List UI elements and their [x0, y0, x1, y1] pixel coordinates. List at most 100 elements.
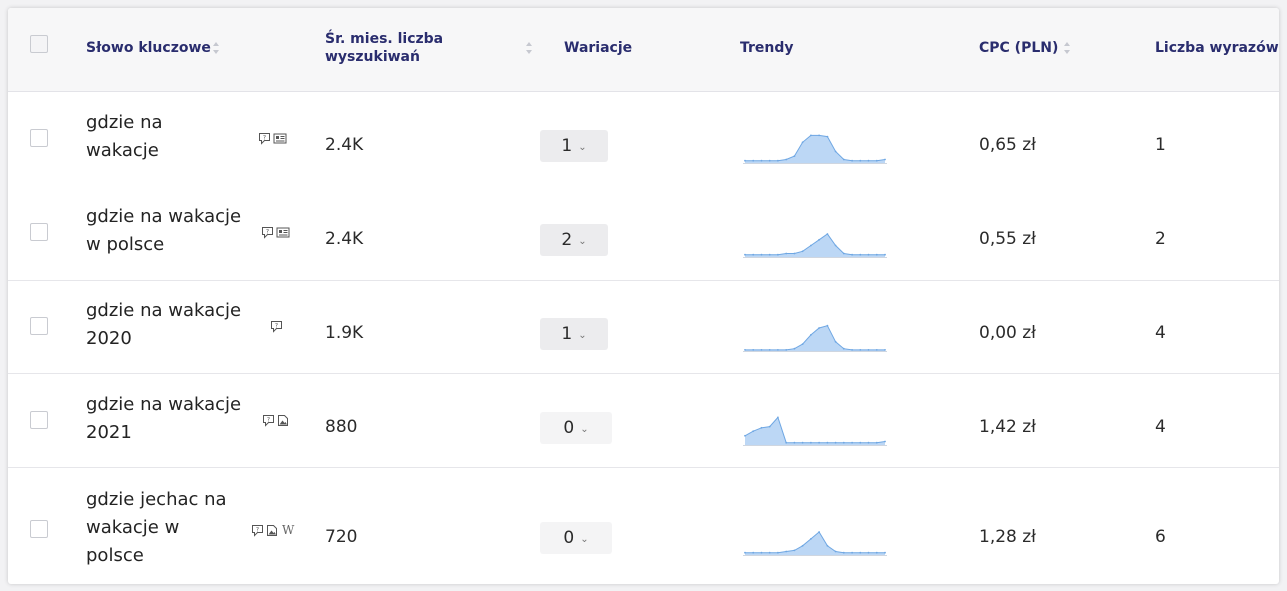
trend-point [801, 250, 804, 253]
trend-point [752, 253, 755, 256]
word-count-value: 2 [1155, 229, 1166, 249]
trend-point [859, 159, 862, 162]
trend-point [859, 551, 862, 554]
trend-point [810, 538, 812, 540]
header-volume[interactable]: Śr. mies. liczba wyszukiwań [325, 31, 444, 65]
keyword-cell[interactable]: gdzie na wakacje 2021 [86, 394, 242, 443]
trend-point [826, 324, 829, 327]
trend-point [777, 159, 779, 162]
variations-dropdown[interactable]: 0 ⌄ [540, 412, 612, 444]
variations-dropdown[interactable]: 0 ⌄ [540, 522, 612, 554]
trend-point [744, 253, 746, 256]
trend-point [768, 551, 771, 554]
trend-area [745, 532, 885, 555]
trend-point [851, 159, 853, 162]
trend-point [752, 159, 755, 162]
keyword-cell[interactable]: gdzie jechac na wakacje w polsce [86, 489, 227, 566]
trend-point [785, 550, 788, 553]
trend-sparkline [743, 233, 887, 258]
trend-point [818, 134, 820, 137]
sort-icon[interactable] [212, 41, 220, 55]
trend-point [777, 551, 779, 554]
variations-dropdown[interactable]: 1 ⌄ [540, 318, 608, 350]
trend-point [851, 253, 853, 256]
trend-area [745, 417, 885, 445]
trend-point [801, 544, 804, 547]
row-checkbox[interactable] [30, 317, 48, 335]
sort-icon[interactable] [525, 41, 533, 55]
header-word-count[interactable]: Liczba wyrazów [1155, 40, 1279, 56]
table-row: gdzie na wakacje 2020 ? 1.9K 1 ⌄ 0,00 zł … [8, 280, 1279, 374]
word-count-value: 4 [1155, 417, 1166, 437]
trend-point [867, 159, 870, 162]
trend-point [752, 349, 755, 351]
trend-area [745, 135, 885, 163]
trend-point [842, 551, 845, 554]
keyword-cell[interactable]: gdzie na wakacje w polsce [86, 206, 242, 255]
question-icon: ? [262, 414, 275, 427]
header-cpc[interactable]: CPC (PLN) [979, 40, 1059, 56]
trend-point [744, 159, 746, 162]
trend-point [752, 551, 755, 554]
keyword-cell[interactable]: gdzie na wakacje 2020 [86, 300, 242, 349]
trend-point [834, 340, 837, 343]
chevron-down-icon: ⌄ [578, 235, 587, 247]
row-checkbox[interactable] [30, 129, 48, 147]
question-icon: ? [251, 524, 264, 537]
keywords-table: Słowo kluczowe Śr. mies. liczba wyszukiw… [8, 8, 1279, 584]
snippet-icon [273, 132, 287, 145]
row-checkbox[interactable] [30, 411, 48, 429]
keyword-cell[interactable]: gdzie na wakacje [86, 112, 163, 161]
sort-icon[interactable] [1063, 41, 1071, 55]
trend-point [818, 238, 820, 241]
trend-point [760, 426, 763, 429]
trend-point [826, 544, 829, 547]
svg-text:?: ? [266, 229, 269, 236]
select-all-checkbox[interactable] [30, 35, 48, 53]
trend-point [793, 441, 796, 444]
serp-features: ? [262, 414, 289, 427]
table-header: Słowo kluczowe Śr. mies. liczba wyszukiw… [8, 8, 1279, 92]
trend-point [851, 551, 853, 554]
trend-point [867, 349, 870, 351]
svg-text:?: ? [267, 417, 270, 424]
trend-point [818, 327, 820, 329]
variations-dropdown[interactable]: 1 ⌄ [540, 130, 608, 162]
volume-value: 2.4K [325, 135, 364, 155]
trend-point [810, 334, 812, 336]
trend-sparkline [743, 324, 887, 352]
svg-text:?: ? [275, 323, 278, 330]
svg-text:?: ? [256, 526, 259, 533]
row-checkbox[interactable] [30, 520, 48, 538]
cpc-value: 0,00 zł [979, 323, 1037, 343]
serp-features: ? [258, 132, 287, 145]
trend-point [768, 253, 771, 256]
trend-point [851, 441, 853, 444]
trend-point [785, 441, 788, 444]
trend-point [777, 416, 779, 419]
trend-sparkline [743, 531, 887, 556]
svg-text:?: ? [263, 135, 266, 142]
header-keyword[interactable]: Słowo kluczowe [86, 40, 211, 56]
trend-point [834, 441, 837, 444]
trend-point [842, 441, 845, 444]
trend-point [875, 253, 878, 256]
trend-sparkline [743, 134, 887, 164]
trend-point [875, 349, 878, 351]
trend-point [793, 155, 796, 157]
serp-features: ? W [251, 523, 294, 537]
trend-point [785, 349, 788, 351]
chevron-down-icon: ⌄ [580, 423, 589, 435]
trend-point [810, 244, 812, 247]
row-checkbox[interactable] [30, 223, 48, 241]
trend-point [884, 440, 886, 443]
variations-dropdown[interactable]: 2 ⌄ [540, 224, 608, 256]
word-count-value: 1 [1155, 135, 1166, 155]
volume-value: 1.9K [325, 323, 364, 343]
trend-point [801, 141, 804, 144]
trend-point [777, 253, 779, 256]
table-row: gdzie na wakacje 2021 ? 880 0 ⌄ 1,42 zł 4 [8, 373, 1279, 468]
trend-point [752, 430, 755, 433]
trend-point [760, 349, 763, 351]
trend-point [793, 549, 796, 552]
